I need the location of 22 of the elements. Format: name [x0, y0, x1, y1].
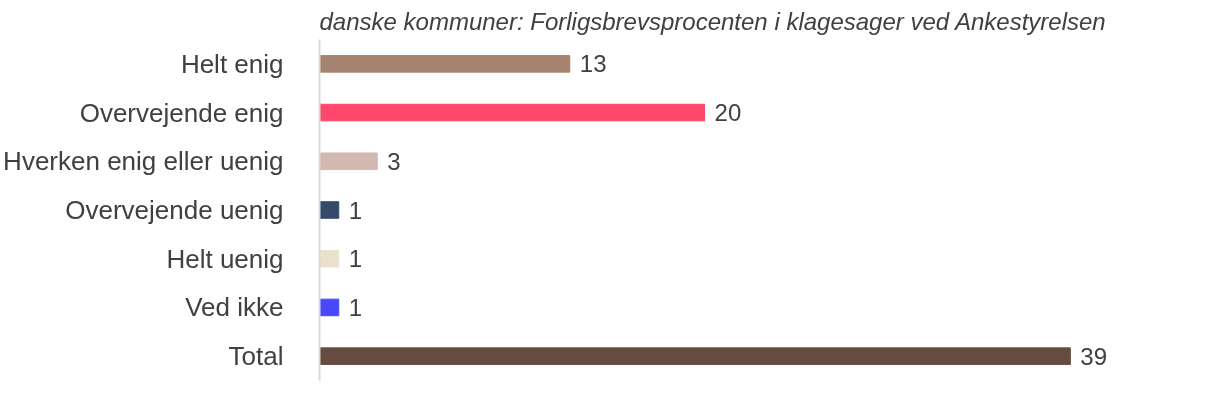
bar [319, 298, 340, 317]
bar [319, 347, 1071, 365]
data-label: 20 [714, 99, 742, 127]
y-tick-label: Helt uenig [166, 243, 284, 274]
y-tick-label: Hverken enig eller uenig [3, 146, 284, 177]
y-tick-label: Total [228, 341, 284, 372]
data-label: 1 [348, 196, 363, 224]
y-tick-label: Overvejende uenig [65, 195, 284, 225]
y-tick-label: Ved ikke [185, 292, 284, 323]
data-label: 1 [348, 245, 363, 273]
y-tick-label: Overvejende enig [79, 97, 284, 128]
bar [319, 103, 706, 122]
data-label: 1 [348, 293, 363, 321]
bar [319, 249, 340, 268]
bar [319, 152, 378, 171]
data-label: 39 [1080, 342, 1108, 370]
data-label: 3 [387, 147, 401, 175]
bar [319, 55, 571, 73]
chart-title: danske kommuner: Forligsbrevsprocenten i klagesager ved Ankestyrelsen [319, 7, 1106, 35]
data-label: 13 [579, 50, 607, 78]
bar [319, 201, 340, 219]
y-tick-label: Helt enig [180, 48, 284, 79]
